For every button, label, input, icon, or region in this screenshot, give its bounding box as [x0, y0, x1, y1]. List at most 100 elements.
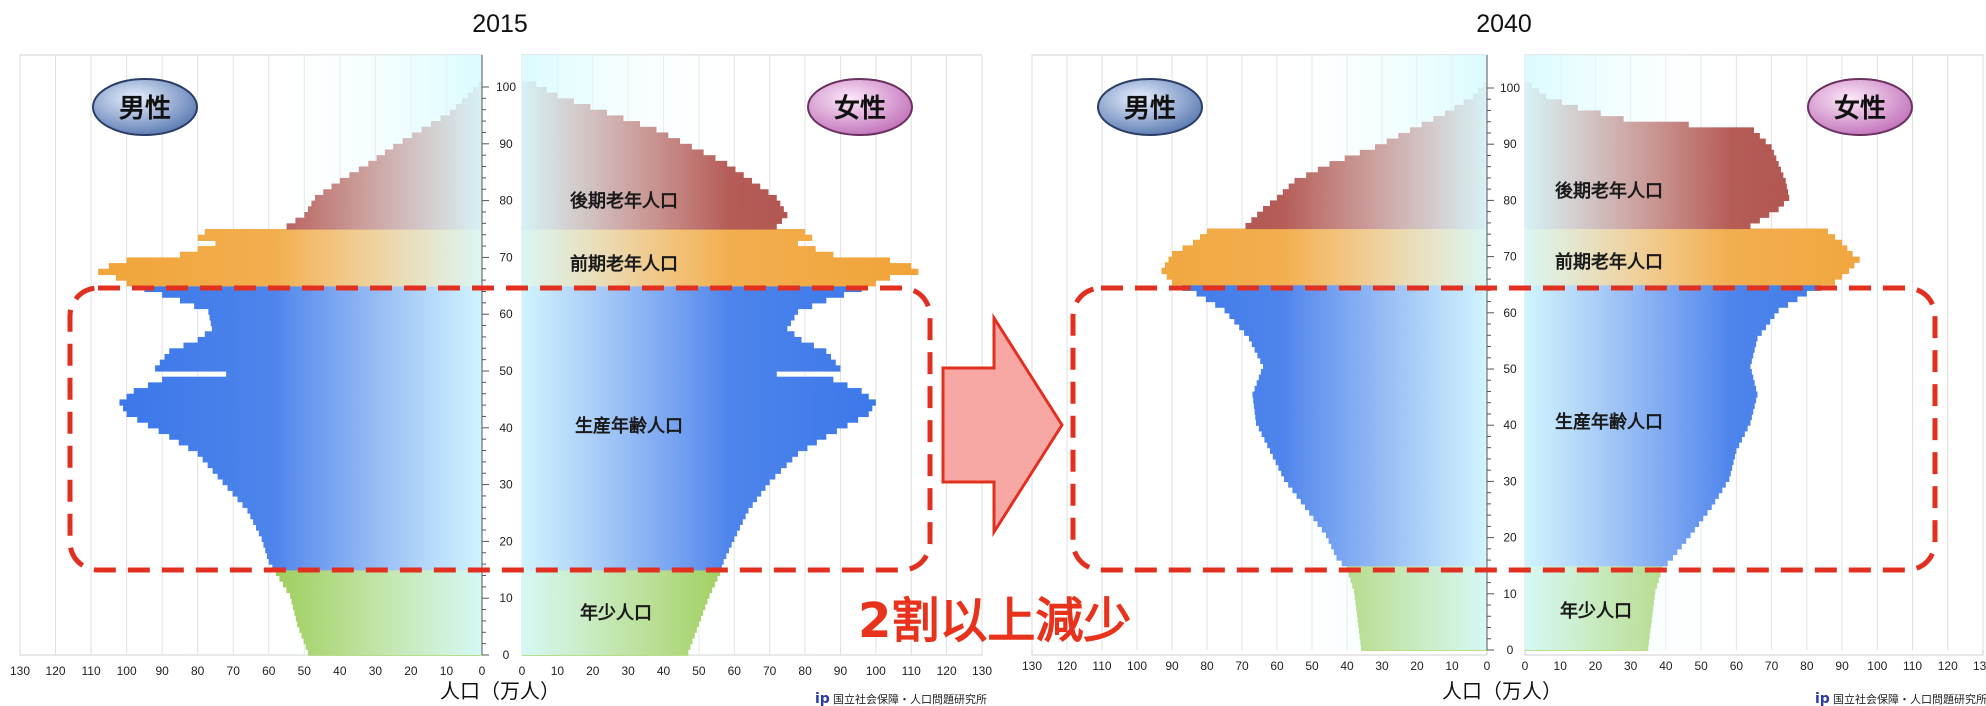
x-tick-label-female: 130: [1973, 659, 1986, 673]
chart-title-2015: 2015: [472, 10, 528, 38]
group-label-working-age: 生産年齢人口: [1555, 411, 1663, 433]
age-tick-label: 90: [499, 137, 513, 151]
x-tick-label-female: 70: [1765, 659, 1779, 673]
bars-2015: [20, 55, 982, 656]
x-tick-label-female: 100: [866, 664, 886, 678]
female-sheen-overlay: [1525, 55, 1983, 650]
x-tick-label-male: 0: [1484, 659, 1491, 673]
x-tick-label-male: 90: [1165, 659, 1179, 673]
age-tick-label: 40: [499, 421, 513, 435]
x-tick-label-male: 70: [1235, 659, 1249, 673]
x-tick-label-male: 130: [1022, 659, 1042, 673]
right-arrow-icon: [941, 312, 1064, 538]
x-axis-label-2040: 人口（万人）: [1442, 679, 1562, 703]
age-tick-label: 80: [1503, 193, 1517, 207]
x-tick-label-female: 10: [551, 664, 565, 678]
age-tick-label: 20: [1503, 531, 1517, 545]
age-tick-label: 30: [1503, 474, 1517, 488]
age-tick-label: 90: [1503, 137, 1517, 151]
x-tick-label-female: 0: [1522, 659, 1529, 673]
x-tick-label-female: 30: [621, 664, 635, 678]
x-tick-label-male: 10: [1445, 659, 1459, 673]
legend-female-2040: 女性: [1807, 78, 1913, 136]
age-tick-label: 20: [499, 534, 513, 548]
legend-female-2015: 女性: [807, 78, 913, 136]
x-tick-label-male: 70: [227, 664, 241, 678]
institute-logo-icon: ip: [1815, 691, 1830, 706]
age-tick-label: 10: [499, 591, 513, 605]
group-label-early-elderly: 前期老年人口: [1555, 251, 1663, 273]
x-tick-label-female: 110: [1903, 659, 1922, 673]
x-tick-label-female: 50: [1694, 659, 1708, 673]
reduction-annotation: 2割以上減少: [858, 593, 1131, 649]
age-tick-label: 50: [499, 364, 513, 378]
x-tick-label-male: 30: [369, 664, 383, 678]
x-tick-label-male: 20: [404, 664, 418, 678]
age-tick-label: 0: [1507, 643, 1514, 657]
x-tick-label-female: 80: [1800, 659, 1814, 673]
x-tick-label-female: 0: [519, 664, 526, 678]
source-credit-right: ip 国立社会保障・人口問題研究所: [1815, 691, 1986, 706]
x-tick-label-female: 100: [1867, 659, 1887, 673]
group-label-youth: 年少人口: [580, 602, 652, 624]
x-tick-label-male: 0: [479, 664, 486, 678]
x-tick-label-male: 60: [1270, 659, 1284, 673]
legend-male-label: 男性: [119, 94, 171, 124]
x-tick-label-female: 50: [692, 664, 706, 678]
x-tick-label-female: 20: [586, 664, 600, 678]
x-tick-label-male: 10: [440, 664, 454, 678]
legend-female-label: 女性: [1834, 93, 1886, 124]
group-label-late-elderly: 後期老年人口: [570, 190, 678, 212]
x-tick-label-female: 70: [763, 664, 777, 678]
group-label-youth: 年少人口: [1560, 600, 1632, 622]
age-tick-label: 70: [1503, 250, 1517, 264]
age-tick-label: 30: [499, 478, 513, 492]
age-tick-label: 60: [1503, 306, 1517, 320]
x-tick-label-male: 90: [155, 664, 169, 678]
x-tick-label-male: 130: [10, 664, 30, 678]
bars-2040: [1032, 55, 1983, 651]
x-tick-label-female: 120: [937, 664, 957, 678]
x-tick-label-male: 120: [1057, 659, 1077, 673]
x-axis-label-2015: 人口（万人）: [440, 679, 560, 703]
x-tick-label-female: 80: [798, 664, 812, 678]
x-tick-label-female: 60: [1730, 659, 1744, 673]
x-tick-label-male: 60: [262, 664, 276, 678]
x-tick-label-male: 110: [1092, 659, 1111, 673]
legend-male-2015: 男性: [92, 78, 198, 136]
age-tick-label: 50: [1503, 362, 1517, 376]
legend-male-2040: 男性: [1097, 78, 1203, 136]
x-tick-label-female: 10: [1554, 659, 1568, 673]
x-tick-label-male: 40: [1340, 659, 1354, 673]
credit-text-left: 国立社会保障・人口問題研究所: [833, 692, 987, 706]
x-tick-label-male: 110: [82, 664, 101, 678]
working-age-highlight-2040: [1070, 285, 1938, 573]
source-credit-left: ip 国立社会保障・人口問題研究所: [815, 691, 987, 706]
x-tick-label-male: 20: [1410, 659, 1424, 673]
age-tick-label: 10: [1503, 587, 1517, 601]
working-age-highlight-2015: [67, 285, 933, 573]
group-label-late-elderly: 後期老年人口: [1555, 180, 1663, 202]
x-tick-label-male: 30: [1375, 659, 1389, 673]
age-tick-label: 70: [499, 250, 513, 264]
x-tick-label-female: 60: [728, 664, 742, 678]
institute-logo-icon: ip: [815, 691, 830, 706]
age-tick-label: 0: [503, 648, 510, 662]
x-tick-label-female: 110: [902, 664, 921, 678]
female-sheen-overlay: [522, 55, 982, 655]
age-tick-label: 100: [496, 80, 516, 94]
age-tick-label: 80: [499, 194, 513, 208]
x-tick-label-female: 130: [972, 664, 992, 678]
x-tick-label-male: 100: [117, 664, 137, 678]
x-tick-label-male: 40: [333, 664, 347, 678]
x-tick-label-female: 40: [657, 664, 671, 678]
x-tick-label-male: 50: [298, 664, 312, 678]
x-tick-label-female: 120: [1938, 659, 1958, 673]
x-tick-label-female: 20: [1589, 659, 1603, 673]
age-tick-label: 40: [1503, 418, 1517, 432]
